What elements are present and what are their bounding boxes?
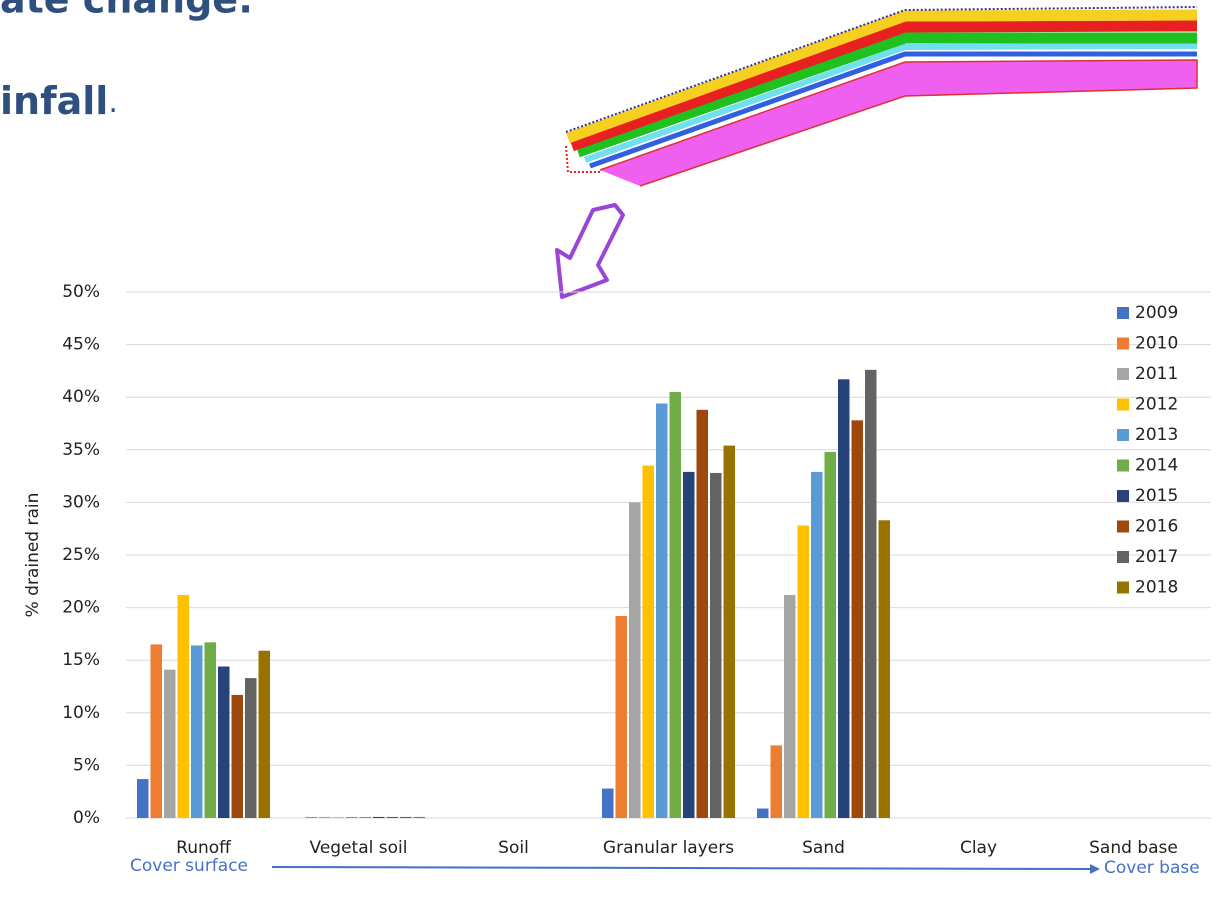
bar (305, 816, 317, 818)
y-tick-label: 40% (62, 387, 100, 407)
y-tick-label: 10% (62, 703, 100, 723)
y-tick-label: 15% (62, 650, 100, 670)
legend-swatch (1117, 490, 1129, 502)
y-tick-label: 45% (62, 335, 100, 355)
legend-swatch (1117, 551, 1129, 563)
subtitle-end: . (108, 85, 118, 120)
y-axis-label: % drained rain (23, 493, 43, 618)
subtitle-bold: infall (0, 79, 108, 123)
y-tick-label: 5% (73, 755, 100, 775)
legend-swatch (1117, 337, 1129, 350)
bar (838, 379, 850, 818)
bar (602, 788, 614, 818)
legend-label: 2009 (1135, 303, 1178, 323)
arrow (555, 203, 625, 299)
layer (566, 9, 1198, 144)
legend-label: 2013 (1135, 425, 1178, 445)
x-tick-label: Sand (802, 838, 845, 858)
bar (824, 451, 836, 818)
outline (565, 6, 1198, 133)
legend-swatch (1117, 307, 1129, 319)
legend-label: 2017 (1135, 547, 1178, 567)
bar (218, 666, 230, 818)
y-tick-label: 30% (62, 492, 100, 512)
bar (400, 816, 412, 818)
bar (245, 678, 257, 818)
y-tick-label: 20% (62, 598, 100, 618)
bar (723, 445, 735, 818)
bar (332, 816, 344, 818)
legend-swatch (1117, 429, 1129, 441)
legend-label: 2012 (1135, 395, 1178, 415)
x-tick-label: Granular layers (603, 838, 734, 858)
bar (757, 808, 769, 818)
legend-label: 2010 (1135, 334, 1178, 354)
bar (865, 369, 877, 818)
bar (710, 472, 722, 818)
x-tick-label: Sand base (1089, 838, 1178, 858)
layer (576, 32, 1197, 158)
bar (669, 391, 681, 818)
bar (319, 816, 331, 818)
legend-label: 2014 (1135, 456, 1178, 476)
bar (137, 779, 149, 818)
arrow-head (1090, 864, 1100, 874)
y-tick-label: 25% (62, 545, 100, 565)
legend-swatch (1117, 368, 1129, 380)
legend-label: 2016 (1135, 517, 1178, 537)
bar (770, 745, 782, 818)
y-tick-label: 50% (62, 282, 100, 302)
legend-swatch (1117, 398, 1129, 411)
legend-label: 2011 (1135, 364, 1178, 384)
bar (683, 471, 695, 818)
outline (565, 145, 600, 173)
bar (615, 616, 627, 818)
bar (642, 465, 654, 818)
bar (413, 816, 425, 818)
bar (258, 650, 270, 818)
subtitle: infall. (0, 79, 118, 123)
axis-end-note: Cover base (1104, 858, 1200, 878)
y-tick-label: 0% (73, 808, 100, 828)
direction-arrow (271, 866, 1091, 870)
cover-diagram (565, 6, 1198, 187)
layer (589, 51, 1197, 169)
layer (570, 20, 1198, 152)
bar (696, 409, 708, 818)
bar (164, 669, 176, 818)
bar (150, 644, 162, 818)
bar (878, 520, 890, 818)
bar (204, 642, 216, 818)
x-tick-label: Soil (498, 838, 529, 858)
bar (177, 594, 189, 818)
layer (599, 59, 1198, 187)
bar (656, 403, 668, 818)
y-tick-label: 35% (62, 440, 100, 460)
layer (584, 43, 1198, 163)
bar (784, 594, 796, 818)
axis-start-note: Cover surface (130, 856, 248, 876)
title-fragment: ate change: (0, 0, 253, 22)
bar (346, 816, 358, 818)
bar (191, 645, 203, 818)
legend-label: 2015 (1135, 486, 1178, 506)
x-tick-label: Runoff (176, 838, 232, 858)
bar (851, 420, 863, 818)
bar (629, 502, 641, 818)
bar (386, 816, 398, 818)
legend-swatch (1117, 459, 1129, 472)
bar (359, 816, 371, 818)
x-tick-label: Clay (960, 838, 997, 858)
legend-swatch (1117, 520, 1129, 533)
bar (797, 525, 809, 818)
legend-label: 2018 (1135, 578, 1178, 598)
x-tick-label: Vegetal soil (310, 838, 408, 858)
bar (231, 694, 243, 818)
legend-swatch (1117, 581, 1129, 594)
bar (373, 816, 385, 818)
bar (811, 471, 823, 818)
